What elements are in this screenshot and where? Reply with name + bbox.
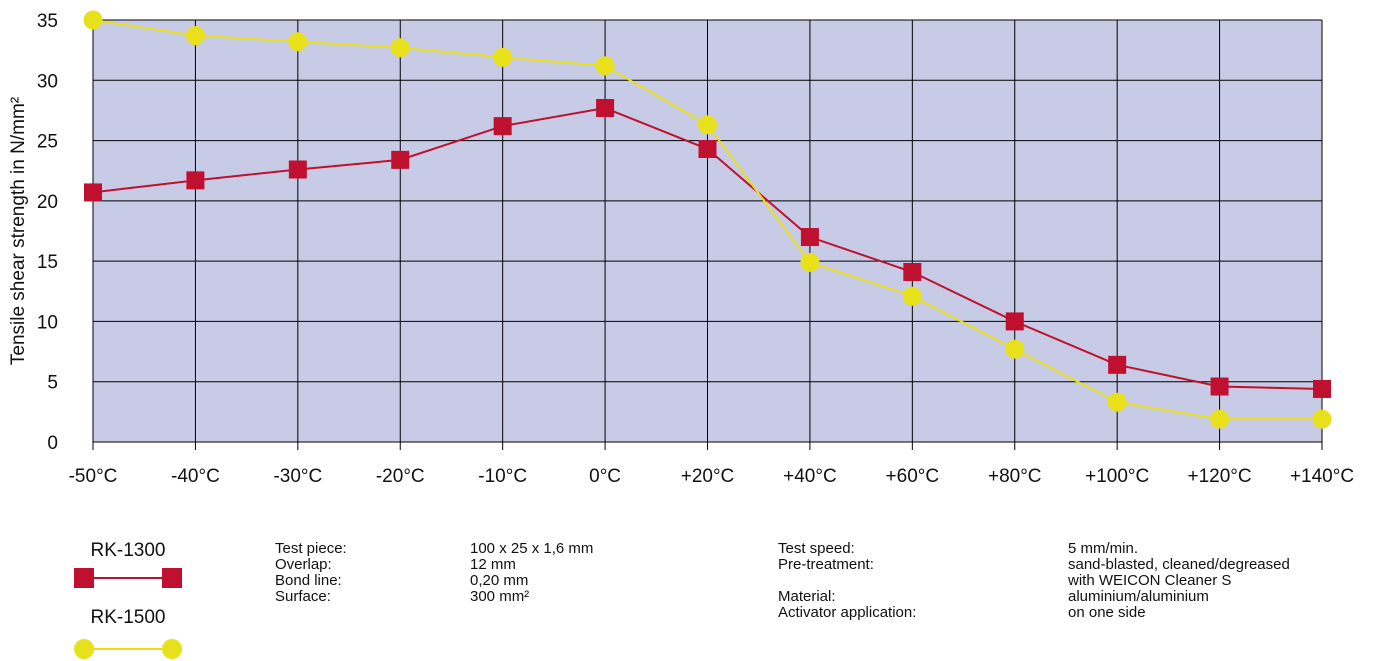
data-point-circle — [1107, 392, 1127, 412]
y-tick-label: 0 — [47, 433, 58, 454]
legend-label-rk1500: RK-1500 — [90, 607, 166, 628]
spec-label: Test speed: — [778, 540, 855, 557]
x-tick-label: +100°C — [1085, 466, 1149, 487]
x-tick-label: 0°C — [589, 466, 621, 487]
data-series — [83, 10, 1332, 429]
spec-value: 0,20 mm — [470, 572, 529, 589]
series-rk-1500 — [83, 10, 1332, 429]
legend-marker-square-left — [74, 568, 94, 588]
y-tick-label: 30 — [37, 71, 58, 92]
data-point-square — [800, 228, 819, 247]
x-tick-labels: -50°C -40°C -30°C -20°C -10°C 0°C +20°C +40°C +6… — [69, 466, 1354, 487]
spec-value: aluminium/aluminium — [1068, 588, 1209, 605]
spec-label: Test piece: — [275, 540, 347, 557]
data-point-circle — [1312, 409, 1332, 429]
legend-swatch-rk1300 — [74, 568, 182, 588]
legend-marker-circle-left — [74, 639, 94, 659]
y-tick-label: 10 — [37, 312, 58, 333]
spec-value: 300 mm² — [470, 588, 530, 605]
spec-value: 12 mm — [470, 556, 516, 573]
data-point-square — [84, 183, 102, 202]
y-tick-label: 35 — [37, 11, 58, 32]
spec-value: 5 mm/min. — [1068, 540, 1139, 557]
spec-values-left: 100 x 25 x 1,6 mm 12 mm 0,20 mm 300 mm² — [470, 541, 593, 605]
y-tick-label: 5 — [47, 373, 58, 394]
data-point-circle — [1210, 409, 1230, 429]
x-tick-label: -50°C — [69, 466, 118, 487]
x-tick-label: +140°C — [1290, 466, 1354, 487]
spec-label: Material: — [778, 588, 836, 605]
spec-labels-right: Test speed: Pre-treatment: Material: Act… — [778, 541, 916, 621]
y-tick-label: 25 — [37, 132, 58, 153]
x-tick-label: +40°C — [783, 466, 837, 487]
data-point-square — [391, 150, 410, 169]
data-point-square — [186, 171, 205, 190]
data-point-circle — [698, 115, 717, 135]
data-point-square — [1005, 312, 1024, 331]
y-axis-label: Tensile shear strength in N/mm² — [8, 97, 29, 365]
legend-marker-square-right — [162, 568, 182, 588]
data-point-circle — [902, 286, 922, 306]
spec-value: sand-blasted, cleaned/degreased — [1068, 556, 1290, 573]
x-tick-label: +20°C — [681, 466, 735, 487]
x-tick-label: +80°C — [988, 466, 1042, 487]
spec-value: 100 x 25 x 1,6 mm — [470, 540, 594, 557]
data-point-circle — [595, 56, 615, 76]
data-point-circle — [800, 252, 820, 272]
data-point-square — [493, 117, 512, 136]
x-tick-label: -20°C — [376, 466, 425, 487]
spec-label: Overlap: — [275, 556, 332, 573]
x-tick-label: +120°C — [1188, 466, 1252, 487]
x-tick-label: -40°C — [171, 466, 220, 487]
y-tick-label: 20 — [37, 192, 58, 213]
x-tick-label: +60°C — [886, 466, 940, 487]
series-rk-1300 — [84, 99, 1331, 398]
data-point-square — [1210, 377, 1229, 396]
line-chart: 0 5 10 15 20 25 30 35 -50°C -40°C -30°C -20°C -10°C… — [8, 10, 1354, 487]
data-point-circle — [390, 38, 410, 58]
data-point-square — [698, 140, 717, 159]
data-point-square — [1313, 379, 1331, 398]
x-tick-label: -30°C — [273, 466, 322, 487]
x-tick-label: -10°C — [478, 466, 527, 487]
data-point-circle — [288, 32, 308, 52]
y-tick-labels: 0 5 10 15 20 25 30 35 — [37, 11, 58, 454]
spec-values-right: 5 mm/min. sand-blasted, cleaned/degrease… — [1068, 541, 1290, 621]
y-tick-label: 15 — [37, 252, 58, 273]
legend-marker-circle-right — [162, 639, 182, 659]
grid-lines — [92, 19, 1323, 450]
data-point-square — [596, 99, 615, 118]
data-point-circle — [83, 10, 103, 30]
spec-label: Activator application: — [778, 604, 917, 621]
spec-label — [778, 573, 916, 589]
data-point-circle — [185, 26, 205, 46]
data-point-square — [903, 262, 922, 281]
spec-value: with WEICON Cleaner S — [1068, 572, 1232, 589]
data-point-square — [288, 160, 307, 179]
legend-label-rk1300: RK-1300 — [90, 540, 166, 561]
spec-label: Pre-treatment: — [778, 556, 874, 573]
data-point-square — [1108, 355, 1127, 374]
data-point-circle — [493, 47, 513, 67]
legend-swatch-rk1500 — [74, 639, 182, 659]
spec-labels-left: Test piece: Overlap: Bond line: Surface: — [275, 541, 347, 605]
spec-value: on one side — [1068, 604, 1146, 621]
spec-label: Surface: — [275, 588, 331, 605]
data-point-circle — [1005, 339, 1025, 359]
spec-label: Bond line: — [275, 572, 342, 589]
